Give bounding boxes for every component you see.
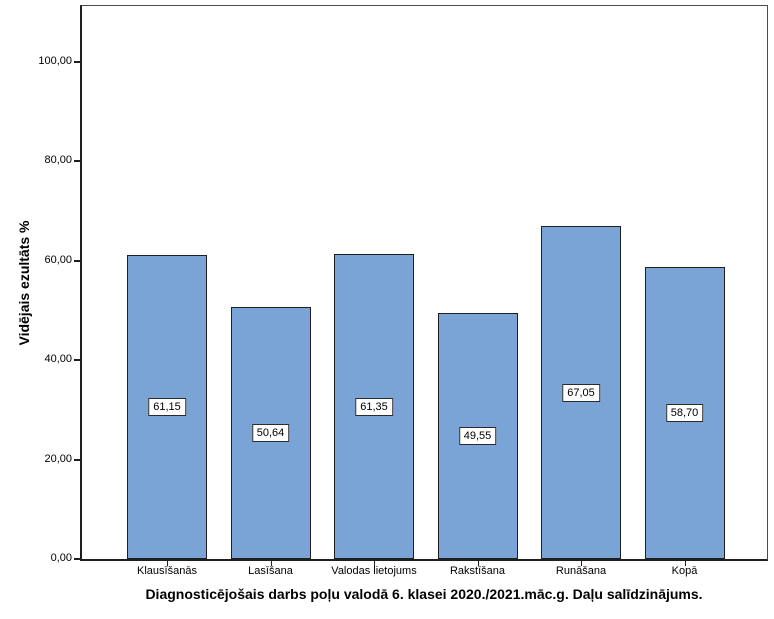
bar-value-label: 50,64: [251, 424, 290, 442]
x-tick-mark: [581, 561, 582, 566]
y-tick-label: 60,00: [44, 253, 72, 266]
category-label: Rakstīšana: [449, 565, 506, 577]
category-label: Lasīšana: [248, 565, 293, 577]
bar-value-label: 67,05: [562, 383, 600, 402]
category-label: Klausīšanās: [137, 565, 197, 577]
y-tick-mark: [74, 61, 81, 63]
bar-value-label: 61,15: [148, 398, 186, 416]
y-tick-mark: [74, 558, 81, 560]
y-tick-mark: [74, 359, 81, 362]
y-tick-label: 100,00: [38, 55, 72, 67]
chart-title: Diagnosticējošais darbs poļu valodā 6. k…: [145, 586, 703, 602]
x-tick-mark: [684, 561, 686, 566]
y-tick-mark: [74, 458, 81, 461]
category-label: Valodas lietojums: [331, 565, 417, 577]
y-axis-title: Vidējais ezultāts %: [16, 220, 32, 346]
y-tick-mark: [74, 259, 81, 262]
bar-value-label: 58,70: [665, 404, 704, 422]
bar-value-label: 61,35: [355, 397, 393, 416]
x-tick-mark: [167, 561, 168, 566]
x-tick-mark: [477, 561, 479, 566]
y-tick-label: 80,00: [44, 154, 72, 167]
category-label: Runāšana: [555, 565, 607, 577]
x-tick-mark: [374, 561, 375, 566]
x-tick-mark: [270, 561, 272, 566]
category-label: Kopā: [671, 565, 698, 577]
y-tick-label: 0,00: [50, 552, 72, 564]
bar-value-label: 49,55: [458, 427, 497, 445]
y-tick-mark: [74, 160, 81, 163]
y-tick-label: 40,00: [44, 353, 72, 366]
y-tick-label: 20,00: [44, 452, 72, 465]
